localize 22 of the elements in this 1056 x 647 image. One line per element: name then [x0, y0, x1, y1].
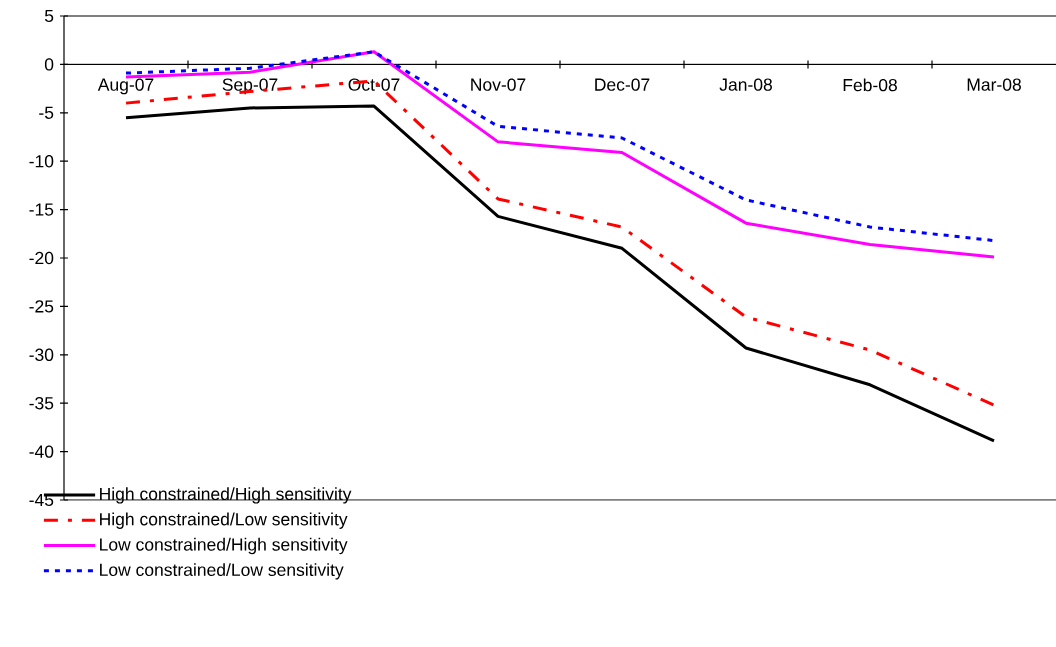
x-tick-label: Jan-08 [719, 78, 772, 91]
line-series [124, 104, 996, 443]
legend-label: High constrained/High sensitivity [100, 487, 352, 504]
y-tick-label: -5 [39, 106, 54, 119]
legend-label: Low constrained/Low sensitivity [100, 563, 344, 580]
y-tick-label: -30 [29, 348, 54, 361]
x-tick-label: Nov-07 [471, 78, 526, 91]
y-tick-label: -20 [29, 251, 54, 265]
x-tick-label: Mar-08 [967, 78, 1021, 91]
y-tick-label: -15 [29, 203, 54, 216]
x-tick-label: Dec-07 [595, 78, 650, 91]
x-tick-label: Sep-07 [222, 78, 278, 95]
x-tick-label: Feb-08 [843, 78, 897, 92]
x-tick-label: Aug-07 [97, 78, 154, 95]
legend-label: Low constrained/High sensitivity [100, 537, 348, 555]
y-tick-label: 0 [44, 58, 54, 71]
legend-label: High constrained/Low sensitivity [100, 512, 348, 529]
y-tick-label: -10 [29, 155, 54, 168]
y-tick-label: -40 [29, 445, 54, 458]
y-tick-label: -35 [29, 397, 54, 410]
y-tick-label: 5 [44, 9, 54, 23]
y-tick-label: -25 [29, 300, 54, 313]
